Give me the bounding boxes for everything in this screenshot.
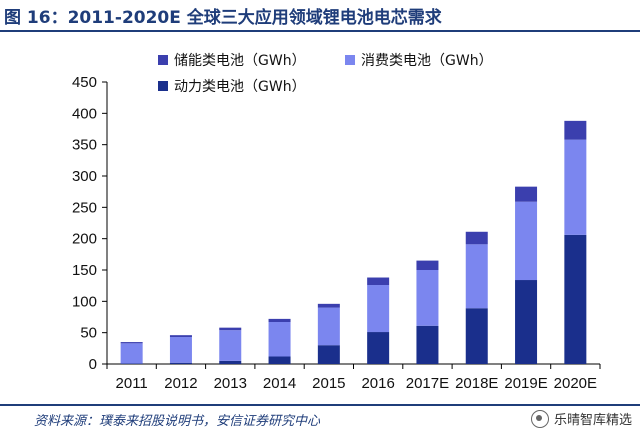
y-tick-label: 450 xyxy=(72,74,97,91)
x-axis: 2011 2012 2013 2014 2015 2016 2017E 2018E 2019E 2… xyxy=(106,363,601,392)
bar-storage xyxy=(120,342,143,344)
bar-power xyxy=(120,363,143,364)
y-tick-label: 350 xyxy=(72,137,97,154)
bar-storage xyxy=(317,303,340,308)
y-tick-label: 100 xyxy=(72,293,97,310)
legend-swatch-power xyxy=(158,81,168,91)
legend-item-power: 动力类电池（GWh） xyxy=(158,76,306,96)
x-tick-label: 2018E xyxy=(455,375,498,392)
source-note: 资料来源：璞泰来招股说明书，安信证券研究中心 xyxy=(34,414,321,429)
y-tick-label: 400 xyxy=(72,105,97,122)
bar-power xyxy=(515,280,538,364)
watermark-text: 乐晴智库精选 xyxy=(553,413,632,428)
bar-storage xyxy=(465,231,488,245)
legend-item-storage: 储能类电池（GWh） xyxy=(158,50,306,70)
bar-consumer xyxy=(515,201,538,281)
legend-swatch-consumer xyxy=(345,55,355,65)
bar-consumer xyxy=(416,270,439,326)
bar-consumer xyxy=(317,307,340,346)
y-tick-label: 200 xyxy=(72,231,97,248)
x-tick-label: 2011 xyxy=(116,375,148,392)
bars-group xyxy=(120,120,587,364)
legend-label-storage: 储能类电池（GWh） xyxy=(174,53,306,69)
y-tick-label: 150 xyxy=(72,262,97,279)
footer-divider xyxy=(0,404,640,406)
x-tick-label: 2020E xyxy=(554,375,597,392)
bar-consumer xyxy=(169,337,192,363)
title-divider xyxy=(0,30,640,32)
bar-consumer xyxy=(268,322,291,357)
bar-consumer xyxy=(367,285,390,333)
x-tick-label: 2012 xyxy=(164,375,197,392)
x-tick-label: 2016 xyxy=(361,375,394,392)
y-tick-label: 0 xyxy=(89,356,97,373)
x-tick-label: 2015 xyxy=(312,375,345,392)
bar-consumer xyxy=(564,139,587,235)
x-tick-label: 2014 xyxy=(263,375,296,392)
bar-storage xyxy=(268,318,291,323)
bar-consumer xyxy=(219,330,242,361)
bar-consumer xyxy=(465,244,488,309)
bar-power xyxy=(367,332,390,364)
y-axis: 0 50 100 150 200 250 300 350 400 450 xyxy=(72,74,108,373)
legend-label-consumer: 消费类电池（GWh） xyxy=(361,53,493,69)
x-tick-label: 2013 xyxy=(214,375,247,392)
x-tick-label: 2017E xyxy=(406,375,449,392)
bar-power xyxy=(317,345,340,364)
bar-power xyxy=(465,308,488,364)
bar-power xyxy=(416,325,439,364)
bar-storage xyxy=(169,335,192,338)
legend-label-power: 动力类电池（GWh） xyxy=(174,79,306,95)
legend-swatch-storage xyxy=(158,55,168,65)
watermark: 乐晴智库精选 xyxy=(530,409,632,428)
y-tick-label: 250 xyxy=(72,199,97,216)
bar-storage xyxy=(367,277,390,286)
bar-consumer xyxy=(120,343,143,364)
y-tick-label: 300 xyxy=(72,168,97,185)
bar-power xyxy=(219,360,242,364)
wechat-icon xyxy=(530,409,549,428)
legend-item-consumer: 消费类电池（GWh） xyxy=(345,50,493,70)
x-tick-label: 2019E xyxy=(504,375,547,392)
bar-power xyxy=(268,356,291,364)
bar-storage xyxy=(515,186,538,202)
bar-power xyxy=(564,234,587,364)
bar-storage xyxy=(219,327,242,331)
page-title: 图 16：2011-2020E 全球三大应用领域锂电池电芯需求 xyxy=(4,8,442,28)
bar-power xyxy=(169,362,192,364)
y-tick-label: 50 xyxy=(80,325,97,342)
bar-storage xyxy=(564,120,587,140)
bar-storage xyxy=(416,260,439,270)
